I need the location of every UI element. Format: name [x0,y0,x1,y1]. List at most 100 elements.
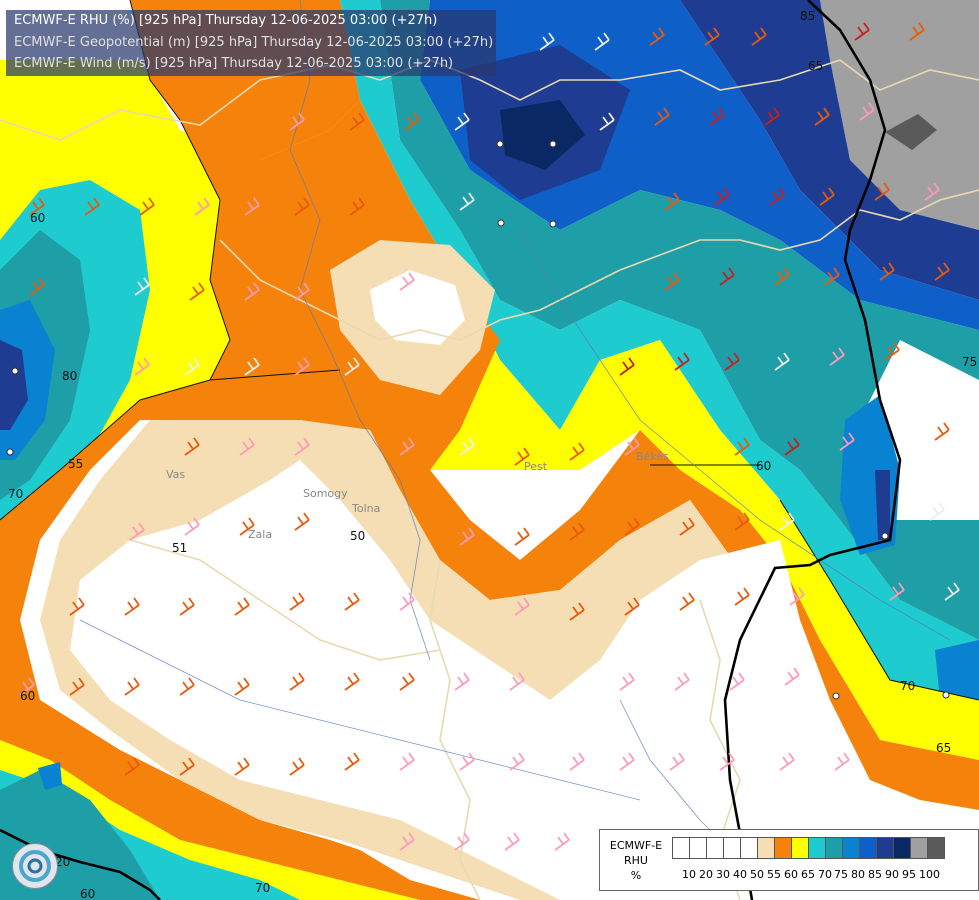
ogimet-logo-icon [12,843,58,889]
wind-barb [294,357,310,376]
legend-tick: 20 [699,868,713,881]
wind-barb [664,192,680,211]
wind-barb [779,752,795,771]
title-wind: ECMWF-E Wind (m/s) [925 hPa] Thursday 12… [14,56,454,71]
legend-swatch [723,837,741,859]
wind-barb [854,22,870,41]
wind-barb [624,437,640,456]
legend-swatch [859,837,877,859]
wind-barb [674,352,690,371]
wind-barb [734,437,750,456]
wind-barb [599,112,615,131]
legend-swatch [774,837,792,859]
contour-label: 55 [68,457,83,471]
wind-barb [569,442,585,461]
legend-swatch [893,837,911,859]
legend-tick: 50 [750,868,764,881]
wind-barb [709,107,725,126]
wind-barb [294,197,310,216]
wind-barb [234,757,250,776]
wind-barb [459,752,475,771]
wind-barb [554,832,570,851]
wind-barb [829,347,845,366]
wind-barb [569,752,585,771]
wind-barb [29,197,45,216]
legend-tick: 55 [767,868,781,881]
legend-swatch [842,837,860,859]
contour-label: 60 [80,887,95,900]
contour-label: 65 [936,741,951,755]
wind-barb [289,592,305,611]
wind-barb [124,597,140,616]
wind-barb [134,357,150,376]
wind-barb [244,282,260,301]
wind-barb [784,667,800,686]
wind-barb [719,752,735,771]
legend-tick: 30 [716,868,730,881]
legend-swatch [910,837,928,859]
wind-barb [934,262,950,281]
wind-barb [459,437,475,456]
wind-barb [874,182,890,201]
wind-barb [929,502,945,521]
wind-barb [179,677,195,696]
wind-barb [184,357,200,376]
contour-label: 85 [800,9,815,23]
wind-barb [819,187,835,206]
legend-tick: 80 [851,868,865,881]
wind-barb [294,282,310,301]
legend-swatch [927,837,945,859]
legend-tick: 85 [868,868,882,881]
wind-barb [594,32,610,51]
contour-label: 70 [255,881,270,895]
wind-barb [624,597,640,616]
wind-barb [569,602,585,621]
wind-barb [244,357,260,376]
title-geopotential: ECMWF-E Geopotential (m) [925 hPa] Thurs… [14,35,494,50]
wind-barb [239,437,255,456]
wind-barb [129,522,145,541]
legend-swatch [672,837,690,859]
wind-barb [289,757,305,776]
title-rhu: ECMWF-E RHU (%) [925 hPa] Thursday 12-06… [14,13,438,28]
legend-tick: 65 [801,868,815,881]
wind-barb [399,437,415,456]
wind-barb [454,832,470,851]
wind-barb [244,197,260,216]
wind-barb [859,102,875,121]
wind-barb [704,27,720,46]
rhu-legend: ECMWF-E RHU % 10 20 30 40 50 55 60 65 70 75 80 85 90… [599,829,979,891]
wind-barb [349,197,365,216]
contour-label: 70 [8,487,23,501]
wind-barb [839,432,855,451]
wind-barb [344,752,360,771]
wind-barb [69,597,85,616]
contour-label: 70 [900,679,915,693]
contour-label: 20 [55,855,70,869]
wind-barb [509,672,525,691]
legend-tick: 40 [733,868,747,881]
wind-barb [184,517,200,536]
title-box [6,10,496,76]
wind-barb [134,277,150,296]
wind-barb [619,752,635,771]
legend-tick: 75 [834,868,848,881]
contour-label: 65 [808,59,823,73]
wind-barb [189,282,205,301]
wind-barb [19,677,35,696]
wind-barb [184,437,200,456]
wind-barb [669,752,685,771]
legend-swatch [791,837,809,859]
wind-barb [619,672,635,691]
wind-barb [84,197,100,216]
wind-barb [539,32,555,51]
legend-tick: 70 [818,868,832,881]
legend-tick: 60 [784,868,798,881]
wind-barb [344,357,360,376]
wind-barb [734,512,750,531]
place-label: Békés [636,450,669,463]
wind-barb [344,592,360,611]
wind-barb [909,22,925,41]
contour-label: 60 [30,211,45,225]
wind-barb [649,27,665,46]
